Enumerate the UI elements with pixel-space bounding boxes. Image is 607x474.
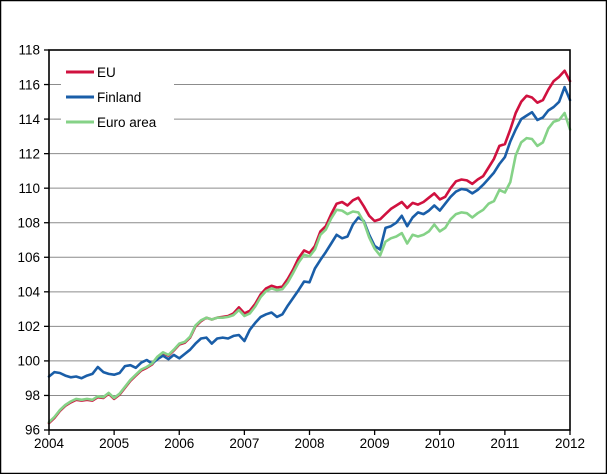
legend-item-finland: Finland bbox=[66, 90, 141, 105]
series-line-finland bbox=[47, 85, 572, 380]
series-line-euro-area bbox=[47, 111, 572, 424]
x-tick-label: 2004 bbox=[34, 436, 65, 451]
y-tick-label: 100 bbox=[17, 354, 40, 369]
y-tick-label: 102 bbox=[17, 319, 40, 334]
y-tick-label: 104 bbox=[17, 285, 40, 300]
y-tick-label: 114 bbox=[18, 112, 40, 127]
legend-label-eu: EU bbox=[97, 65, 116, 80]
legend-item-eu: EU bbox=[66, 65, 116, 80]
x-tick-label: 2007 bbox=[229, 436, 259, 451]
y-tick-label: 108 bbox=[17, 215, 40, 230]
y-tick-label: 118 bbox=[18, 43, 40, 58]
y-tick-label: 98 bbox=[25, 388, 40, 403]
legend-label-euro-area: Euro area bbox=[97, 115, 157, 130]
x-tick-label: 2008 bbox=[294, 436, 324, 451]
x-tick-label: 2005 bbox=[99, 436, 129, 451]
x-tick-label: 2012 bbox=[555, 436, 585, 451]
y-tick-label: 106 bbox=[17, 250, 40, 265]
x-tick-label: 2010 bbox=[425, 436, 455, 451]
plot-border bbox=[48, 49, 571, 431]
y-tick-label: 112 bbox=[18, 146, 40, 161]
y-axis-labels: 96 98 100 102 104 106 108 110 112 114 116 118 bbox=[17, 43, 40, 438]
y-tick-label: 96 bbox=[25, 423, 40, 438]
axis-ticks bbox=[44, 49, 571, 435]
legend: EU Finland Euro area bbox=[61, 60, 174, 135]
x-tick-label: 2009 bbox=[360, 436, 390, 451]
x-tick-label: 2011 bbox=[490, 436, 519, 451]
x-tick-label: 2006 bbox=[164, 436, 194, 451]
legend-item-euro-area: Euro area bbox=[66, 115, 157, 130]
y-tick-label: 110 bbox=[18, 181, 40, 196]
y-tick-label: 116 bbox=[18, 77, 40, 92]
series-lines bbox=[47, 69, 572, 425]
x-axis-labels: 2004 2005 2006 2007 2008 2009 2010 2011 2012 bbox=[34, 436, 585, 451]
legend-label-finland: Finland bbox=[97, 90, 141, 105]
